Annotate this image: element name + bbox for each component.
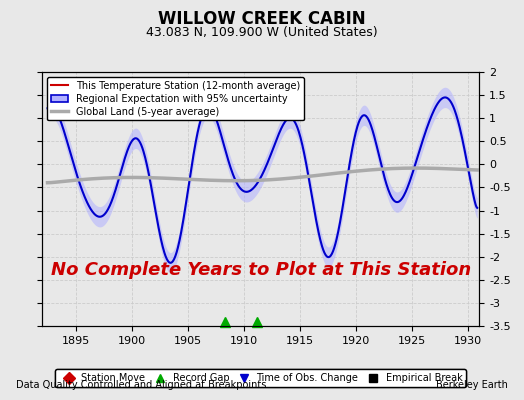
Text: Data Quality Controlled and Aligned at Breakpoints: Data Quality Controlled and Aligned at B… <box>16 380 266 390</box>
Legend: Station Move, Record Gap, Time of Obs. Change, Empirical Break: Station Move, Record Gap, Time of Obs. C… <box>55 370 466 387</box>
Text: 43.083 N, 109.900 W (United States): 43.083 N, 109.900 W (United States) <box>146 26 378 39</box>
Text: No Complete Years to Plot at This Station: No Complete Years to Plot at This Statio… <box>50 261 471 279</box>
Text: Berkeley Earth: Berkeley Earth <box>436 380 508 390</box>
Text: WILLOW CREEK CABIN: WILLOW CREEK CABIN <box>158 10 366 28</box>
